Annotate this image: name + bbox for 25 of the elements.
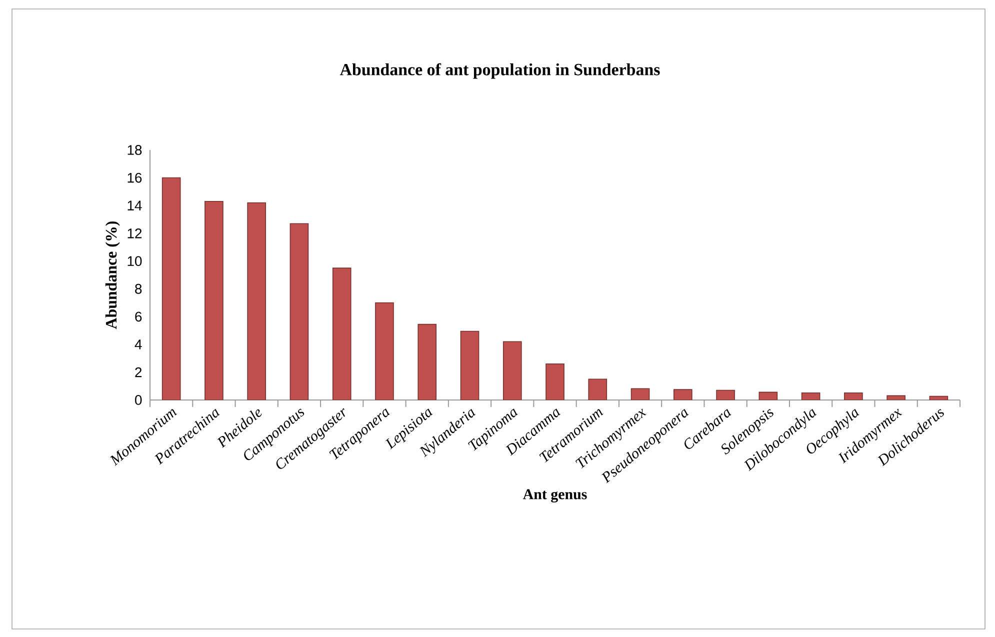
x-axis-title: Ant genus [522,489,587,502]
bar [418,324,437,400]
y-tick-label: 2 [135,367,142,378]
y-tick-label: 6 [135,312,142,322]
y-tick-label: 18 [128,145,142,155]
bar [460,330,480,400]
y-tick-label: 10 [128,256,142,266]
y-tick-label: 12 [128,228,142,238]
y-tick-label: 16 [128,172,142,183]
y-tick-label: 14 [128,200,142,210]
bar [546,363,564,400]
y-tick-label: 4 [134,340,142,350]
bar [204,200,224,400]
bar [588,378,608,400]
bar [375,302,394,400]
bar [247,202,266,400]
y-axis-title: Abundance (%) [105,221,120,330]
bar [631,388,650,400]
y-tick-label: 0 [135,395,142,405]
bar [290,223,309,400]
bar [332,268,352,400]
bar [162,177,181,400]
y-tick-label: 8 [135,284,142,294]
bar [502,341,522,400]
chart-title: Abundance of ant population in Sunderbans [340,63,660,79]
